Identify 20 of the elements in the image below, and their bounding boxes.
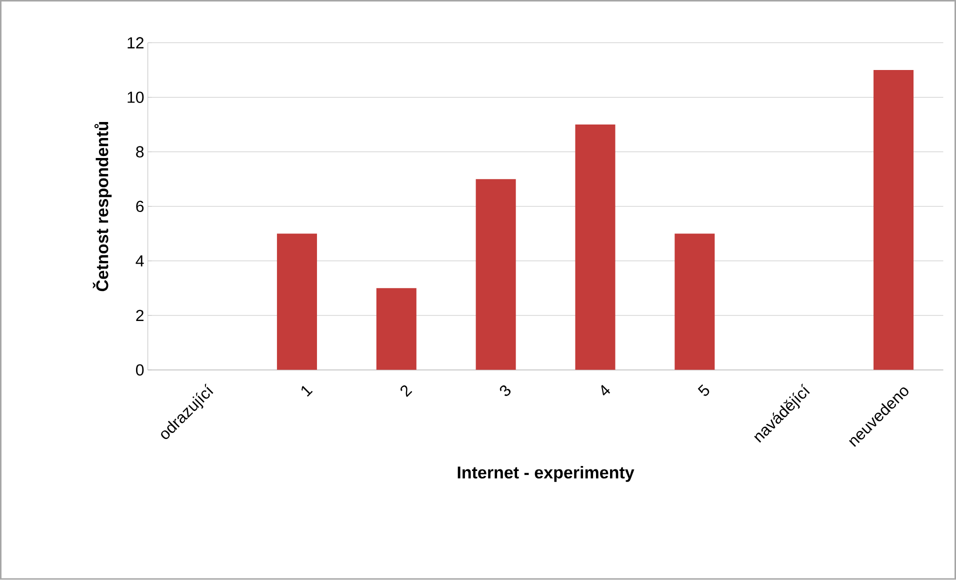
bar xyxy=(575,124,616,370)
x-tick-label: 5 xyxy=(698,384,710,396)
y-axis-title: Četnost respondentů xyxy=(92,122,112,292)
y-tick-label: 10 xyxy=(128,92,144,104)
bar xyxy=(476,179,516,370)
x-tick-label: 1 xyxy=(302,386,313,397)
x-tick-label: 4 xyxy=(601,384,610,396)
x-tick-label: 2 xyxy=(400,385,412,398)
bar xyxy=(376,288,416,370)
bar xyxy=(674,234,715,370)
bar xyxy=(276,234,317,370)
y-tick-label: 4 xyxy=(136,255,144,266)
y-tick-label: 2 xyxy=(136,310,144,322)
y-tick-label: 0 xyxy=(136,364,144,376)
x-axis-title: Internet - experimenty xyxy=(458,466,634,482)
y-tick-label: 6 xyxy=(136,200,144,212)
x-tick-label: 3 xyxy=(500,385,511,396)
bar xyxy=(874,70,914,370)
y-tick-label: 8 xyxy=(136,146,144,158)
y-tick-label: 12 xyxy=(128,37,144,48)
